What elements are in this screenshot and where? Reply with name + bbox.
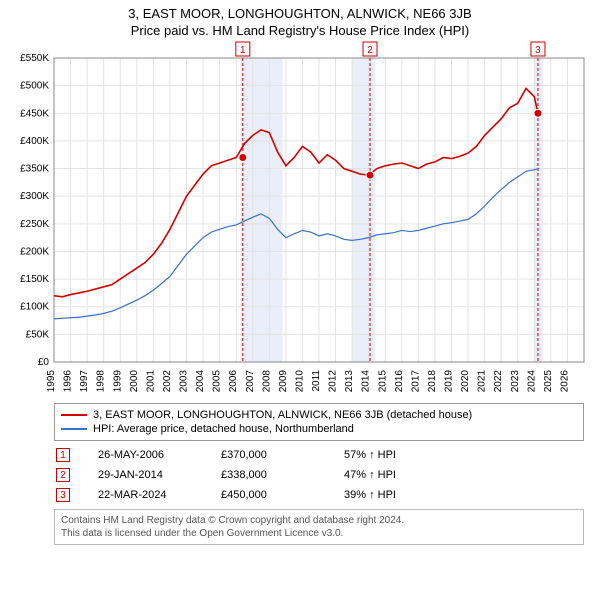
sale-marker-icon: 3 — [56, 488, 70, 502]
svg-text:2023: 2023 — [510, 370, 521, 392]
svg-text:2020: 2020 — [460, 370, 471, 392]
legend-swatch — [61, 428, 87, 430]
svg-text:£250K: £250K — [20, 219, 49, 230]
sale-date: 29-JAN-2014 — [98, 469, 193, 481]
legend-swatch — [61, 414, 87, 416]
svg-text:2007: 2007 — [245, 370, 256, 392]
svg-text:2004: 2004 — [195, 370, 206, 392]
svg-text:2015: 2015 — [377, 370, 388, 392]
svg-text:2013: 2013 — [344, 370, 355, 392]
sale-hpi-delta: 39% ↑ HPI — [344, 489, 439, 501]
svg-text:2003: 2003 — [179, 370, 190, 392]
svg-text:£200K: £200K — [20, 246, 49, 257]
svg-text:1995: 1995 — [46, 370, 57, 392]
svg-text:2019: 2019 — [444, 370, 455, 392]
sale-date: 22-MAR-2024 — [98, 489, 193, 501]
svg-text:1996: 1996 — [63, 370, 74, 392]
svg-text:2005: 2005 — [212, 370, 223, 392]
svg-text:2008: 2008 — [261, 370, 272, 392]
svg-text:£150K: £150K — [20, 274, 49, 285]
page-title: 3, EAST MOOR, LONGHOUGHTON, ALNWICK, NE6… — [6, 6, 594, 21]
svg-text:2026: 2026 — [559, 370, 570, 392]
sale-hpi-delta: 47% ↑ HPI — [344, 469, 439, 481]
svg-text:£0: £0 — [38, 357, 50, 368]
svg-text:£400K: £400K — [20, 136, 49, 147]
legend: 3, EAST MOOR, LONGHOUGHTON, ALNWICK, NE6… — [54, 403, 584, 441]
svg-text:£450K: £450K — [20, 108, 49, 119]
sale-marker-icon: 1 — [56, 448, 70, 462]
sale-row: 2 29-JAN-2014 £338,000 47% ↑ HPI — [54, 465, 584, 485]
svg-text:2006: 2006 — [228, 370, 239, 392]
legend-item: 3, EAST MOOR, LONGHOUGHTON, ALNWICK, NE6… — [61, 408, 577, 422]
sale-price: £338,000 — [221, 469, 316, 481]
footer-line: This data is licensed under the Open Gov… — [61, 527, 577, 540]
legend-label: HPI: Average price, detached house, Nort… — [93, 423, 354, 435]
svg-text:3: 3 — [535, 45, 541, 56]
svg-text:2010: 2010 — [294, 370, 305, 392]
sale-price: £370,000 — [221, 449, 316, 461]
svg-text:2018: 2018 — [427, 370, 438, 392]
svg-text:1999: 1999 — [112, 370, 123, 392]
svg-text:£50K: £50K — [26, 329, 50, 340]
svg-text:2011: 2011 — [311, 370, 322, 392]
footer-line: Contains HM Land Registry data © Crown c… — [61, 514, 577, 527]
svg-text:2022: 2022 — [493, 370, 504, 392]
legend-item: HPI: Average price, detached house, Nort… — [61, 422, 577, 436]
svg-text:2009: 2009 — [278, 370, 289, 392]
svg-text:2000: 2000 — [129, 370, 140, 392]
svg-text:2012: 2012 — [328, 370, 339, 392]
svg-text:2025: 2025 — [543, 370, 554, 392]
sales-table: 1 26-MAY-2006 £370,000 57% ↑ HPI 2 29-JAN-201… — [54, 445, 584, 505]
svg-text:1997: 1997 — [79, 370, 90, 392]
sale-row: 1 26-MAY-2006 £370,000 57% ↑ HPI — [54, 445, 584, 465]
svg-text:£100K: £100K — [20, 302, 49, 313]
price-chart: £0 £50K £100K £150K £200K £250K £300K £350K £400… — [6, 40, 594, 397]
svg-text:£500K: £500K — [20, 81, 49, 92]
footer-attribution: Contains HM Land Registry data © Crown c… — [54, 509, 584, 545]
svg-text:£300K: £300K — [20, 191, 49, 202]
svg-text:2014: 2014 — [361, 370, 372, 392]
svg-text:2001: 2001 — [145, 370, 156, 392]
sale-hpi-delta: 57% ↑ HPI — [344, 449, 439, 461]
svg-text:2: 2 — [367, 45, 373, 56]
svg-text:2024: 2024 — [526, 370, 537, 392]
sale-row: 3 22-MAR-2024 £450,000 39% ↑ HPI — [54, 485, 584, 505]
svg-text:1998: 1998 — [96, 370, 107, 392]
legend-label: 3, EAST MOOR, LONGHOUGHTON, ALNWICK, NE6… — [93, 409, 472, 421]
sale-price: £450,000 — [221, 489, 316, 501]
svg-text:2016: 2016 — [394, 370, 405, 392]
svg-text:2002: 2002 — [162, 370, 173, 392]
sale-marker-icon: 2 — [56, 468, 70, 482]
sale-date: 26-MAY-2006 — [98, 449, 193, 461]
svg-text:£550K: £550K — [20, 53, 49, 64]
svg-text:1: 1 — [240, 45, 246, 56]
svg-text:£350K: £350K — [20, 164, 49, 175]
svg-text:2021: 2021 — [477, 370, 488, 392]
page-subtitle: Price paid vs. HM Land Registry's House … — [6, 23, 594, 38]
svg-text:2017: 2017 — [410, 370, 421, 392]
